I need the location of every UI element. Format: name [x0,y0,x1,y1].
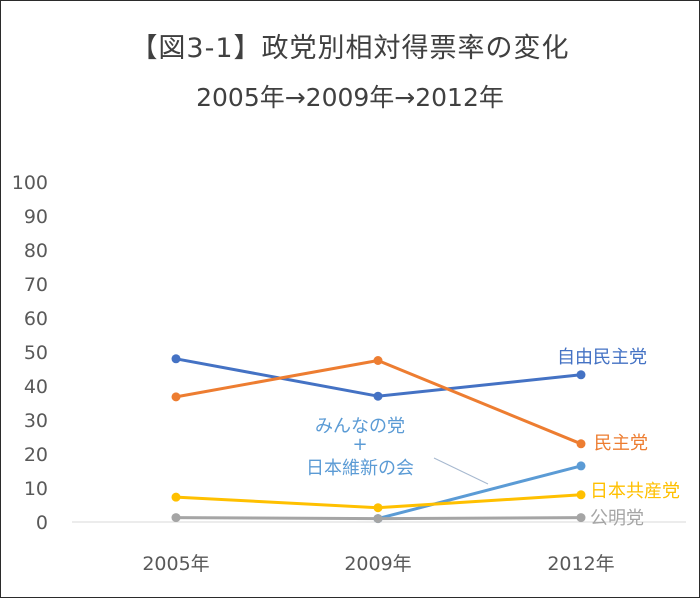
y-tick-label: 0 [36,512,48,534]
y-tick-label: 40 [24,376,48,398]
y-tick-label: 80 [24,240,48,262]
data-point [576,370,586,380]
y-tick-label: 100 [12,172,48,194]
series-label-plus: + [352,434,367,455]
label-leader-line [433,457,489,485]
y-tick-label: 50 [24,342,48,364]
y-tick-label: 10 [24,478,48,500]
y-tick-label: 90 [24,206,48,228]
data-point [576,439,586,449]
data-point [576,490,586,500]
y-tick-label: 20 [24,444,48,466]
series-label: みんなの党 [315,416,405,437]
data-point [373,391,383,401]
chart-subtitle: 2005年→2009年→2012年 [196,83,504,112]
data-point [171,492,181,502]
chart-title: 【図3-1】政党別相対得票率の変化 [130,33,570,64]
data-point [373,514,383,524]
data-point [171,513,181,523]
data-point [373,356,383,365]
x-tick-label: 2012年 [547,553,614,575]
series-label: 公明党 [590,508,644,529]
series-label: 日本維新の会 [306,458,414,479]
data-point [171,392,181,402]
y-tick-label: 70 [24,274,48,296]
y-tick-label: 30 [24,410,48,432]
series-label: 民主党 [594,433,648,454]
x-tick-label: 2009年 [344,553,411,575]
series-label: 日本共産党 [590,481,680,502]
data-point [373,503,383,513]
y-tick-label: 60 [24,308,48,330]
data-point [576,513,586,523]
series-line-2 [376,464,583,521]
series-label: 自由民主党 [557,347,647,368]
data-point [576,461,586,471]
data-point [171,354,181,364]
x-tick-label: 2005年 [142,553,209,575]
